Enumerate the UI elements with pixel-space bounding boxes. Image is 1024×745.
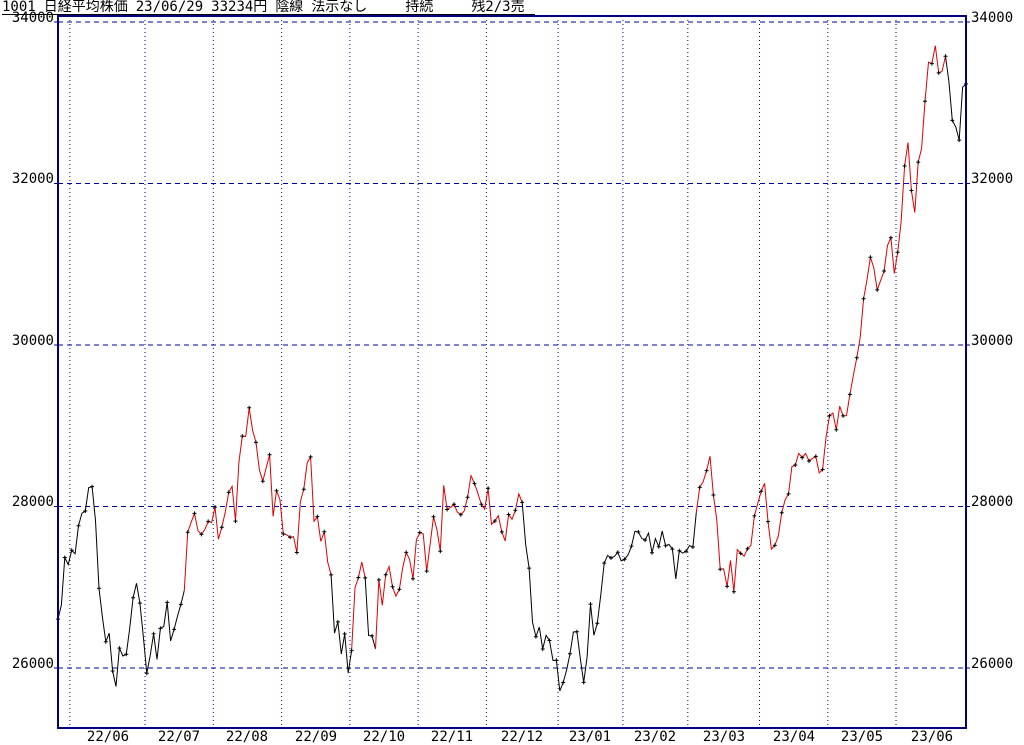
x-axis-label: 22/08 (225, 729, 269, 745)
instrument-name: 日経平均株価 (43, 0, 128, 15)
x-axis-label: 22/11 (430, 729, 474, 745)
trend-status: 持続 (405, 0, 434, 15)
candle-type: 陰線 (275, 0, 304, 15)
x-axis-label: 22/09 (294, 729, 338, 745)
x-axis-label: 23/05 (840, 729, 884, 745)
y-axis-label-right: 28000 (971, 494, 1014, 510)
y-axis-label-left: 32000 (11, 171, 54, 187)
ticker-code: 1001 (2, 0, 36, 15)
y-axis-label-right: 30000 (971, 333, 1014, 349)
y-axis-label-left: 26000 (11, 656, 54, 672)
y-axis-label-right: 32000 (971, 171, 1014, 187)
position-status: 残2/3売 (471, 0, 525, 15)
x-axis-label: 23/01 (568, 729, 612, 745)
x-axis-label: 23/02 (633, 729, 677, 745)
x-axis-label: 23/04 (772, 729, 816, 745)
x-axis-label: 22/06 (86, 729, 130, 745)
x-axis-label: 23/06 (910, 729, 954, 745)
x-axis-label: 23/03 (702, 729, 746, 745)
y-axis-label-right: 26000 (971, 656, 1014, 672)
y-axis-label-left: 34000 (11, 10, 54, 26)
quote-price: 33234円 (211, 0, 268, 15)
x-axis-label: 22/07 (157, 729, 201, 745)
status-header: 1001 日経平均株価 23/06/29 33234円 陰線 法示なし 持続 残2/3売 (2, 0, 535, 15)
signal-note: 法示なし (311, 0, 368, 15)
x-axis-label: 22/10 (362, 729, 406, 745)
y-axis-label-left: 28000 (11, 494, 54, 510)
quote-date: 23/06/29 (135, 0, 204, 15)
y-axis-label-right: 34000 (971, 10, 1014, 26)
x-axis-label: 22/12 (500, 729, 544, 745)
y-axis-label-left: 30000 (11, 333, 54, 349)
